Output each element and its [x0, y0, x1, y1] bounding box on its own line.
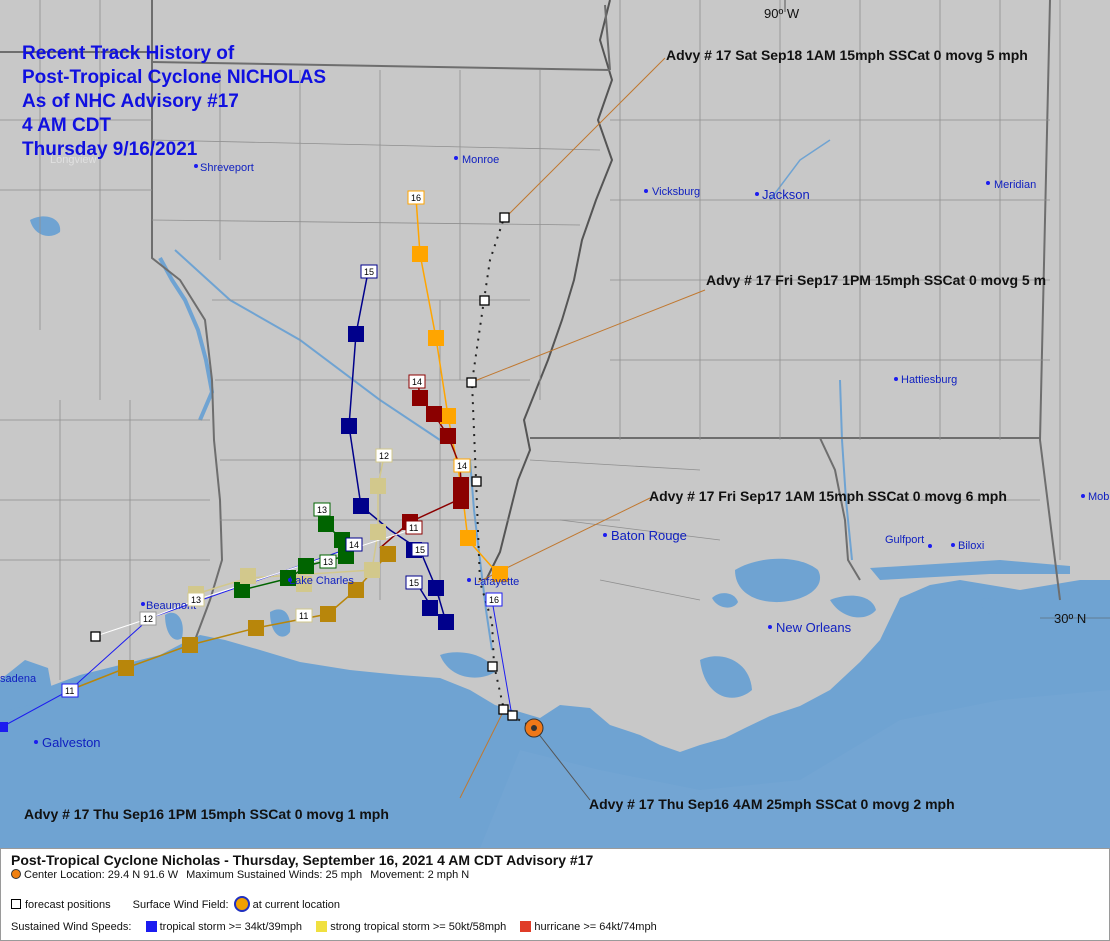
day-label-15-navy: 15 [364, 267, 374, 277]
map-area[interactable]: Longview Shreveport Monroe Vicksburg Jac… [0, 0, 1110, 848]
current-center [524, 718, 544, 738]
positions-orange [412, 246, 508, 582]
forecast-positions-label: forecast positions [25, 899, 111, 911]
city-label-shreveport: Shreveport [200, 162, 254, 174]
lake-borgne [830, 595, 876, 618]
callout-fri-sep17-1am: Advy # 17 Fri Sep17 1AM 15mph SSCat 0 mo… [649, 488, 1007, 504]
callout-fri-sep17-1pm: Advy # 17 Fri Sep17 1PM 15mph SSCat 0 mo… [706, 272, 1046, 288]
title-line-4: 4 AM CDT [22, 115, 112, 136]
legend-symbols-row: forecast positions Surface Wind Field: at … [11, 896, 340, 912]
positions-navy [341, 326, 454, 630]
city-label-gulfport: Gulfport [885, 534, 924, 546]
barataria-bay [700, 656, 752, 698]
day-label-11-galveston: 11 [65, 686, 74, 696]
max-winds: Maximum Sustained Winds: 25 mph [186, 869, 363, 881]
pearl-river [839, 379, 853, 561]
map-title: Recent Track History of Post-Tropical Cy… [22, 42, 326, 162]
center-location-icon [11, 869, 21, 879]
callout-sat-sep18: Advy # 17 Sat Sep18 1AM 15mph SSCat 0 mo… [666, 47, 1028, 63]
title-line-3: As of NHC Advisory #17 [22, 91, 239, 112]
day-label-14-navy: 14 [349, 540, 359, 550]
lake-pontchartrain [735, 558, 821, 603]
hurricane-swatch [520, 921, 532, 932]
mississippi-river [485, 0, 614, 581]
legend-title: Post-Tropical Cyclone Nicholas - Thursda… [11, 852, 594, 868]
forecast-positions [90, 212, 518, 721]
city-label-longview: Longview [50, 154, 97, 166]
lake-maurepas [712, 593, 738, 608]
day-label-12-olive: 12 [379, 451, 389, 461]
gulf-shelf [480, 690, 1110, 848]
graticule [784, 0, 1110, 619]
strong-tropical-storm-label: strong tropical storm >= 50kt/58mph [330, 921, 507, 933]
day-label-16-lafayette: 16 [489, 595, 499, 605]
city-label-new-orleans: New Orleans [776, 620, 852, 635]
callout-thu-sep16-1pm: Advy # 17 Thu Sep16 1PM 15mph SSCat 0 mo… [24, 806, 389, 822]
day-label-15-navy-3: 15 [409, 578, 419, 588]
title-line-5: Thursday 9/16/2021 [22, 139, 198, 160]
lake-texoma-small [30, 216, 61, 236]
movement: Movement: 2 mph N [370, 869, 470, 881]
day-label-13-beaumont: 13 [191, 595, 201, 605]
city-label-mobile: Mob [1088, 491, 1109, 503]
city-label-vicksburg: Vicksburg [652, 186, 700, 198]
wind-field-icon [233, 896, 250, 912]
day-label-11-olive: 11 [299, 611, 308, 621]
galveston-bay [0, 660, 52, 712]
title-line-2: Post-Tropical Cyclone NICHOLAS [22, 67, 327, 88]
sustained-wind-speeds-label: Sustained Wind Speeds: [11, 921, 132, 933]
forecast-position-icon [11, 899, 21, 909]
latitude-label: 30º N [1054, 611, 1086, 626]
day-label-12-beaumont: 12 [143, 614, 153, 624]
city-label-lake-charles: Lake Charles [289, 575, 354, 587]
state-borders [0, 0, 1061, 641]
day-label-14-darkred: 14 [412, 377, 422, 387]
day-labels: 16 15 14 12 14 13 11 14 15 13 15 16 11 1… [61, 190, 503, 698]
callout-thu-sep16-4am: Advy # 17 Thu Sep16 4AM 25mph SSCat 0 mo… [589, 796, 955, 812]
positions-green [234, 516, 354, 598]
surface-wind-field-label: Surface Wind Field: [132, 899, 229, 911]
gulf-water [0, 580, 1110, 848]
longitude-label: 90º W [764, 6, 800, 21]
tropical-storm-label: tropical storm >= 34kt/39mph [159, 921, 303, 933]
day-label-13-green-2: 13 [323, 557, 333, 567]
position-blue-galveston [0, 722, 8, 732]
sabine-lake [165, 612, 183, 640]
strong-tropical-storm-swatch [316, 921, 328, 932]
legend-status-line: Center Location: 29.4 N 91.6 W Maximum Su… [11, 869, 469, 881]
center-location: Center Location: 29.4 N 91.6 W [24, 869, 179, 881]
hurricane-label: hurricane >= 64kt/74mph [534, 921, 657, 933]
day-label-11-darkred: 11 [409, 523, 418, 533]
positions-brown [118, 546, 396, 676]
map-canvas: Longview Shreveport Monroe Vicksburg Jac… [0, 0, 1110, 848]
tropical-storm-swatch [145, 921, 157, 932]
mississippi-sound [870, 560, 1070, 580]
city-label-pasadena: sadena [0, 673, 37, 685]
city-label-hattiesburg: Hattiesburg [901, 374, 957, 386]
day-label-16-orange: 16 [411, 193, 421, 203]
county-borders [0, 0, 1061, 680]
city-label-jackson: Jackson [762, 187, 810, 202]
city-label-monroe: Monroe [462, 154, 499, 166]
day-label-14-orange: 14 [457, 461, 467, 471]
legend-panel: Post-Tropical Cyclone Nicholas - Thursda… [0, 848, 1110, 941]
lake-small-1 [980, 598, 1001, 615]
city-label-beaumont: Beaumont [146, 600, 196, 612]
city-label-galveston: Galveston [42, 735, 101, 750]
city-label-biloxi: Biloxi [958, 540, 984, 552]
at-current-location-label: at current location [252, 899, 341, 911]
track-blue-lafayette [491, 599, 513, 717]
day-label-15-navy-2: 15 [415, 545, 425, 555]
day-label-13-green: 13 [317, 505, 327, 515]
legend-wind-speeds-row: Sustained Wind Speeds: tropical storm >=… [11, 921, 657, 933]
title-line-1: Recent Track History of [22, 43, 235, 64]
vermilion-bay [440, 652, 495, 678]
city-label-lafayette: Lafayette [474, 576, 519, 588]
atchafalaya-river [469, 459, 493, 651]
city-label-baton-rouge: Baton Rouge [611, 528, 687, 543]
city-dots [34, 156, 1085, 744]
city-label-meridian: Meridian [994, 179, 1036, 191]
